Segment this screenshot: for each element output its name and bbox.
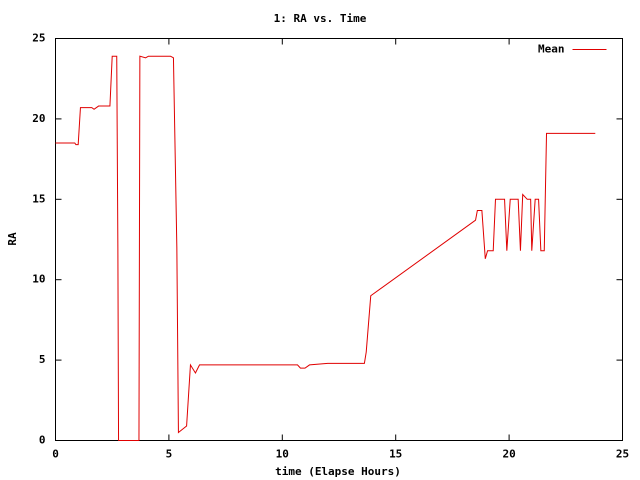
x-tick-label: 15 <box>389 448 402 461</box>
y-axis-label: RA <box>6 232 19 246</box>
y-tick-label: 0 <box>39 434 46 447</box>
x-tick-label: 0 <box>52 448 59 461</box>
plot-frame <box>55 38 623 441</box>
y-tick-label: 15 <box>32 192 45 205</box>
y-tick-label: 20 <box>32 112 45 125</box>
x-tick-label: 10 <box>276 448 289 461</box>
data-line <box>55 55 596 441</box>
x-tick-label: 20 <box>502 448 515 461</box>
y-tick-label: 10 <box>32 273 45 286</box>
chart-title: 1: RA vs. Time <box>274 12 367 25</box>
legend-label: Mean <box>538 43 565 56</box>
x-tick-label: 5 <box>166 448 173 461</box>
y-tick-label: 5 <box>39 353 46 366</box>
y-tick-label: 25 <box>32 32 45 45</box>
x-axis-label: time (Elapse Hours) <box>275 465 401 478</box>
x-tick-label: 25 <box>616 448 629 461</box>
